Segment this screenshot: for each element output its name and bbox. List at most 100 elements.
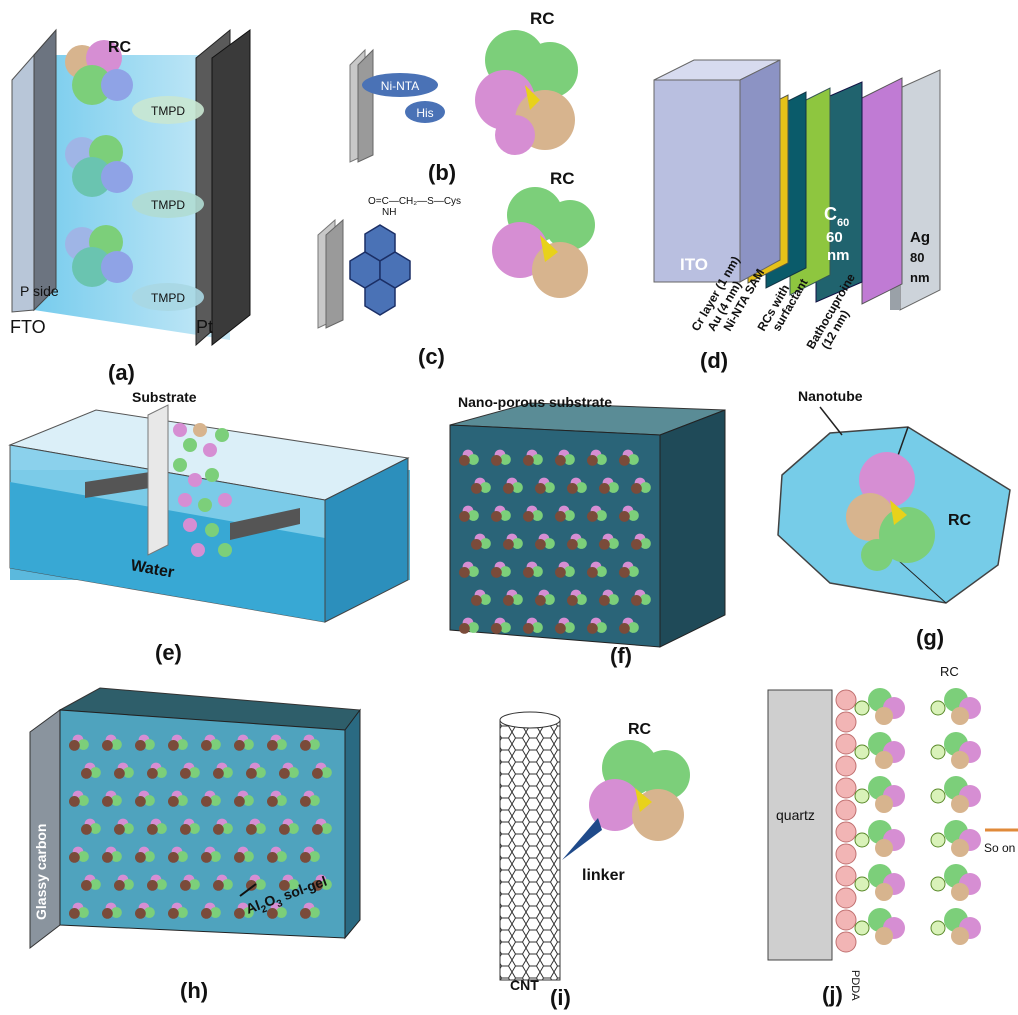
panel-label-c: (c) — [418, 344, 445, 369]
rc-blob — [500, 510, 511, 521]
rc-blob — [122, 879, 134, 890]
svg-text:80: 80 — [910, 250, 924, 265]
rc-blob — [111, 851, 122, 862]
rc-blob — [177, 795, 188, 806]
rc-blob — [90, 823, 101, 834]
rc-blob — [471, 539, 482, 550]
rc-protein — [930, 864, 981, 901]
rc-blob — [309, 795, 320, 806]
rc-blob — [567, 483, 578, 494]
rc-blob — [267, 740, 278, 751]
rc-blob — [255, 879, 266, 890]
rc-blob — [177, 851, 188, 862]
svg-text:TMPD: TMPD — [151, 291, 185, 305]
rc-subunit — [951, 795, 969, 813]
rc-blob — [69, 796, 80, 807]
rc-protein — [854, 776, 905, 813]
rc-protein — [492, 187, 595, 298]
svg-text:quartz: quartz — [776, 807, 815, 823]
rc-blob — [279, 768, 290, 779]
rc-protein — [854, 820, 905, 857]
rc-blob — [491, 455, 502, 466]
rc-protein — [475, 30, 578, 155]
rc-blob — [523, 623, 534, 634]
rc-blob — [201, 796, 212, 807]
rc-blob — [628, 566, 639, 577]
rc-blob — [180, 880, 191, 891]
positive-charge — [930, 744, 946, 760]
pdda-bead — [835, 821, 857, 843]
rc-blob — [276, 739, 287, 750]
rc-blob — [555, 511, 566, 522]
panel-label-h: (h) — [180, 978, 209, 1003]
pyrene-linker — [349, 224, 411, 316]
rc-blob — [535, 483, 546, 494]
rc-blob — [321, 767, 332, 778]
rc-blob — [177, 907, 188, 918]
rc-blob — [599, 483, 610, 494]
rc-blob — [147, 768, 158, 779]
panel-i-diagram: RC linker CNT — [499, 711, 690, 993]
rc-blob — [201, 852, 212, 863]
rc-blob — [512, 538, 523, 549]
rc-blob — [102, 796, 113, 807]
rc-blob — [156, 823, 167, 834]
rc-blob — [222, 879, 233, 890]
rc-blob — [144, 795, 155, 806]
panel-label-a: (a) — [108, 360, 135, 385]
pdda-bead — [835, 799, 857, 821]
rc-blob — [587, 567, 598, 578]
pdda-bead — [835, 777, 857, 799]
svg-text:O=C—CH₂—S—Cys: O=C—CH₂—S—Cys — [368, 196, 461, 207]
rc-blob — [459, 567, 470, 578]
rc-blob — [246, 880, 257, 891]
panel-d: ITO C 60 60 nm Ag 80 nm Cr layer (1 nm) … — [640, 30, 1018, 390]
rc-blob — [210, 739, 221, 750]
nanotube-pointer — [819, 406, 843, 436]
rc-blob — [144, 739, 155, 750]
rc-blob — [596, 454, 607, 465]
positive-charge — [854, 920, 870, 936]
rc-subunit — [875, 883, 893, 901]
rc-blob — [503, 595, 514, 606]
rc-blob — [156, 767, 167, 778]
positive-charge — [930, 700, 946, 716]
rc-blob — [267, 852, 278, 863]
rc-blob — [555, 455, 566, 466]
rc-blob — [168, 852, 179, 863]
rc-blob — [491, 567, 502, 578]
rc-blob — [168, 908, 179, 919]
rc-blob — [631, 539, 642, 550]
rc-blob — [468, 454, 479, 465]
panel-bc: Ni-NTA His RC NH O=C—CH₂—S—Cys RC (b) (c… — [310, 0, 640, 390]
rc-subunit — [951, 927, 969, 945]
svg-text:RC: RC — [530, 9, 555, 28]
rc-protein — [930, 908, 981, 945]
rc-blob — [564, 454, 575, 465]
rc-blob — [81, 824, 92, 835]
rc-blob — [480, 538, 491, 549]
rc-blob — [564, 622, 575, 633]
rc-blob — [309, 851, 320, 862]
rc-blob — [78, 795, 89, 806]
rc-blob — [544, 538, 555, 549]
svg-text:C: C — [824, 204, 837, 224]
rc-blob — [156, 879, 167, 890]
rc-blob — [535, 539, 546, 550]
panel-label-j: (j) — [822, 982, 843, 1007]
rc-blob — [300, 908, 311, 919]
rc-blob — [243, 851, 254, 862]
svg-text:Substrate: Substrate — [132, 389, 197, 405]
rc-blob — [468, 622, 479, 633]
rc-blob — [180, 824, 191, 835]
rc-blob — [122, 823, 134, 834]
svg-text:nm: nm — [827, 247, 850, 264]
rc-blob — [576, 538, 587, 549]
rc-subunit — [951, 751, 969, 769]
rc-blob — [135, 852, 146, 863]
positive-charge — [854, 832, 870, 848]
svg-text:RC: RC — [628, 721, 652, 738]
rc-blob — [147, 824, 158, 835]
rc-blob — [608, 482, 619, 493]
rc-blob — [544, 482, 555, 493]
